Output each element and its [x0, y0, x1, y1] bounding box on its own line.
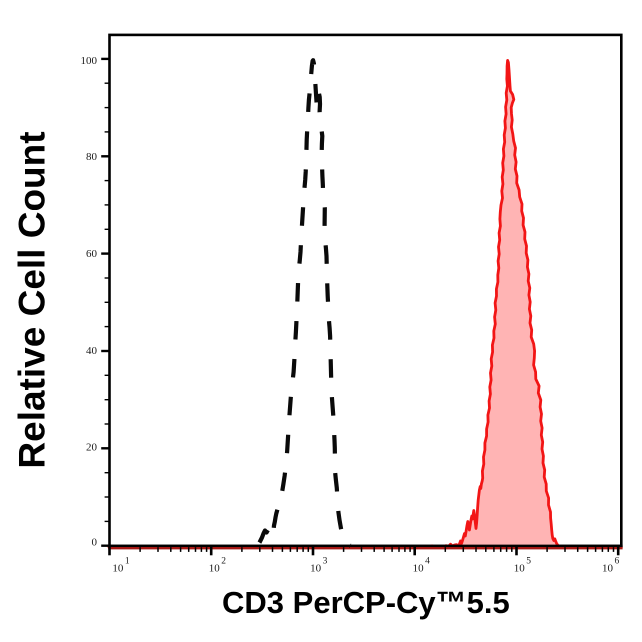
- svg-text:10: 10: [413, 563, 425, 575]
- svg-text:40: 40: [86, 345, 98, 357]
- svg-text:10: 10: [310, 563, 322, 575]
- svg-text:5: 5: [526, 557, 531, 567]
- svg-text:3: 3: [323, 557, 328, 567]
- svg-text:10: 10: [602, 563, 614, 575]
- svg-text:100: 100: [81, 55, 98, 67]
- svg-text:60: 60: [86, 248, 98, 260]
- svg-text:4: 4: [425, 557, 430, 567]
- svg-text:CD3 PerCP-Cy™5.5: CD3 PerCP-Cy™5.5: [222, 585, 510, 620]
- svg-text:Relative Cell Count: Relative Cell Count: [12, 131, 53, 468]
- svg-text:10: 10: [514, 563, 526, 575]
- svg-text:10: 10: [209, 563, 221, 575]
- svg-text:1: 1: [125, 557, 130, 567]
- svg-text:20: 20: [86, 441, 98, 453]
- svg-text:80: 80: [86, 151, 98, 163]
- svg-text:0: 0: [92, 537, 98, 549]
- svg-text:6: 6: [615, 557, 620, 567]
- svg-text:2: 2: [221, 557, 226, 567]
- svg-text:10: 10: [112, 563, 124, 575]
